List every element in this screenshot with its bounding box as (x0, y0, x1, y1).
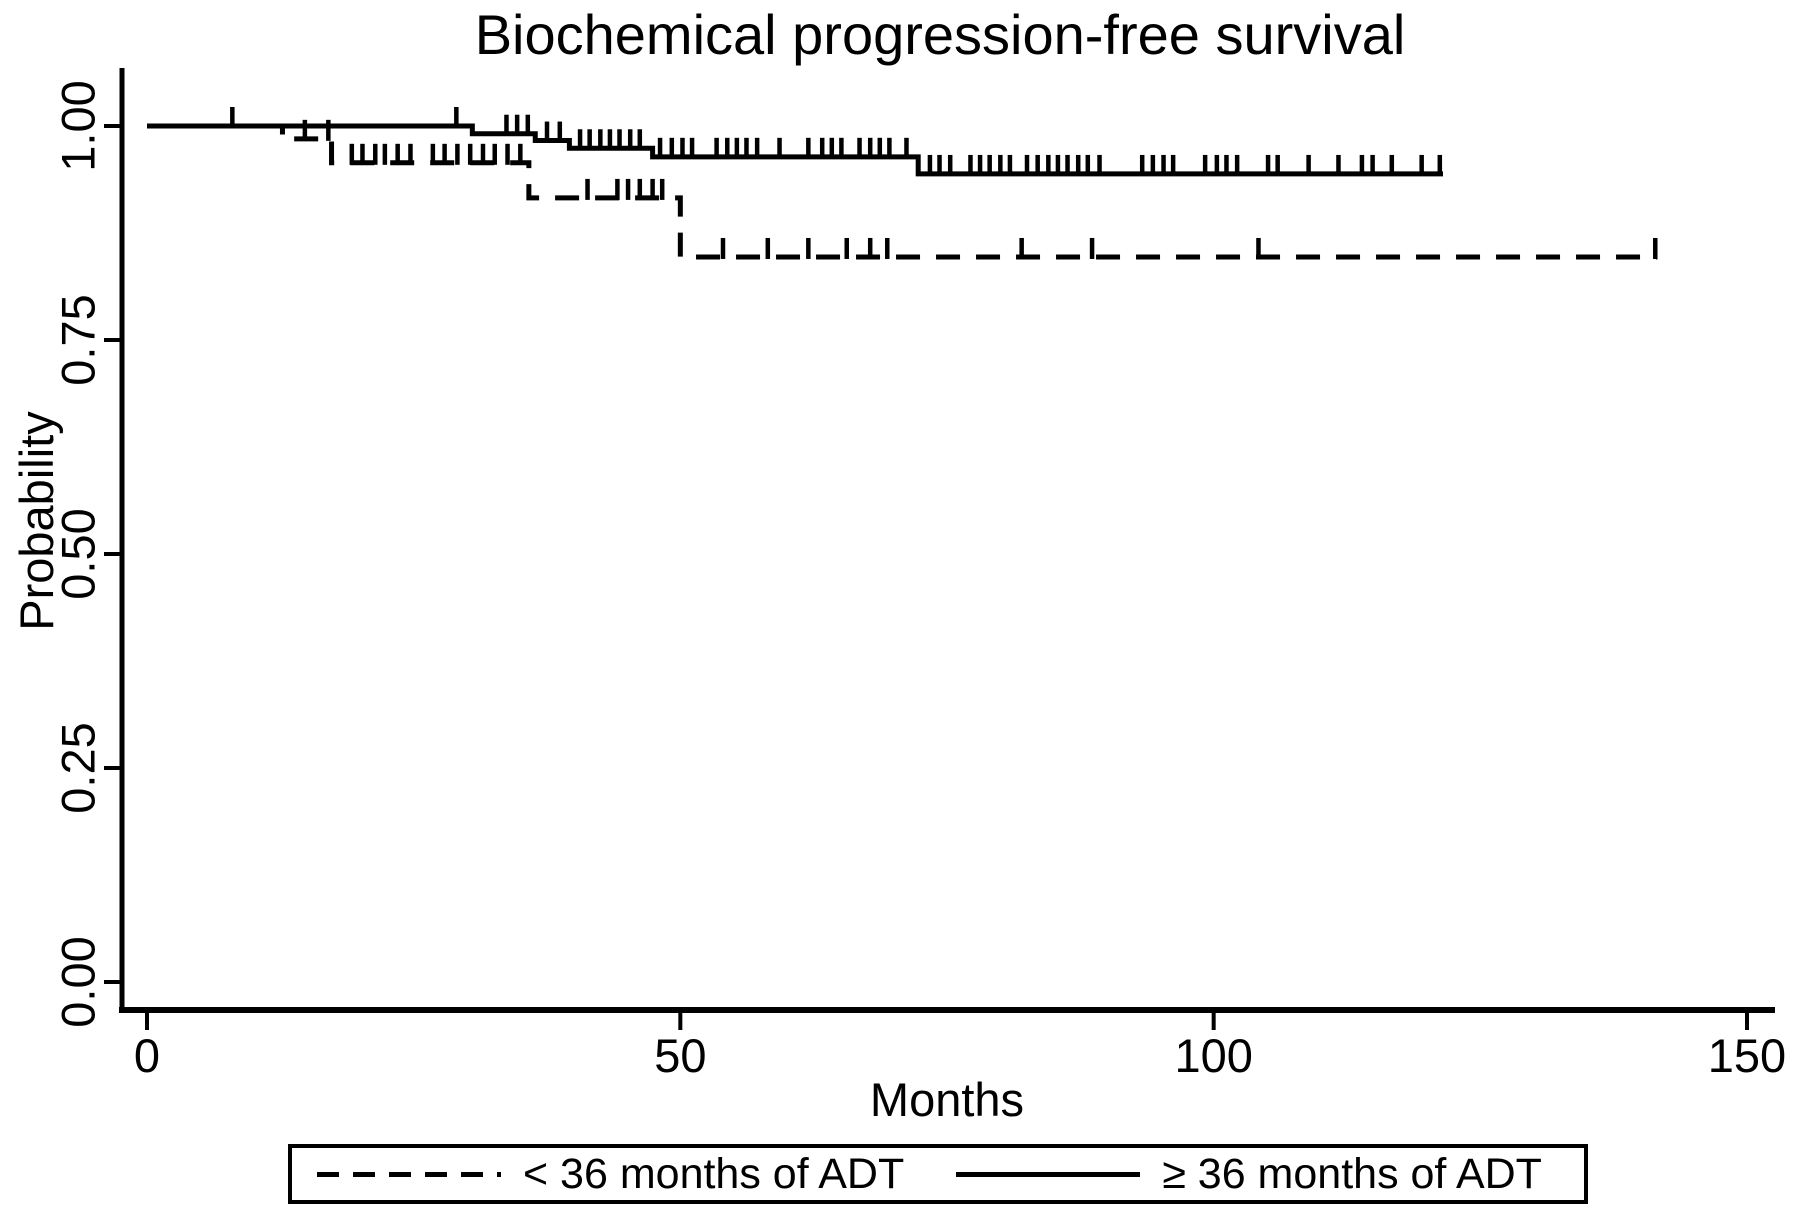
legend-dashed-line-sample (317, 1171, 501, 1177)
x-axis-tick-label: 150 (1708, 1029, 1786, 1082)
legend-solid-line-sample (956, 1171, 1141, 1177)
km-curve-dashed (147, 123, 1658, 260)
y-axis-tick-label: 0.75 (52, 294, 105, 385)
km-curve-solid (147, 123, 1443, 177)
y-axis-title: Probability (10, 411, 63, 631)
x-axis-title: Months (869, 1073, 1025, 1126)
legend-label-ge36: ≥ 36 months of ADT (1162, 1149, 1542, 1198)
y-axis-tick-label: 1.00 (52, 80, 105, 171)
axis-ticks: 0.00 0.25 0.50 0.75 1.00 0 50 100 150 (52, 80, 1787, 1082)
legend-label-lt36: < 36 months of ADT (523, 1149, 905, 1198)
chart-title: Biochemical progression-free survival (474, 3, 1406, 66)
x-axis-tick-label: 100 (1174, 1029, 1252, 1082)
km-series (147, 107, 1658, 260)
y-axis-tick-label: 0.00 (52, 936, 105, 1027)
legend: < 36 months of ADT ≥ 36 months of ADT (288, 1144, 1588, 1204)
x-axis-tick-label: 0 (134, 1029, 160, 1082)
y-axis-tick-label: 0.50 (52, 508, 105, 599)
x-axis-tick-label: 50 (654, 1029, 706, 1082)
y-axis-tick-label: 0.25 (52, 722, 105, 813)
